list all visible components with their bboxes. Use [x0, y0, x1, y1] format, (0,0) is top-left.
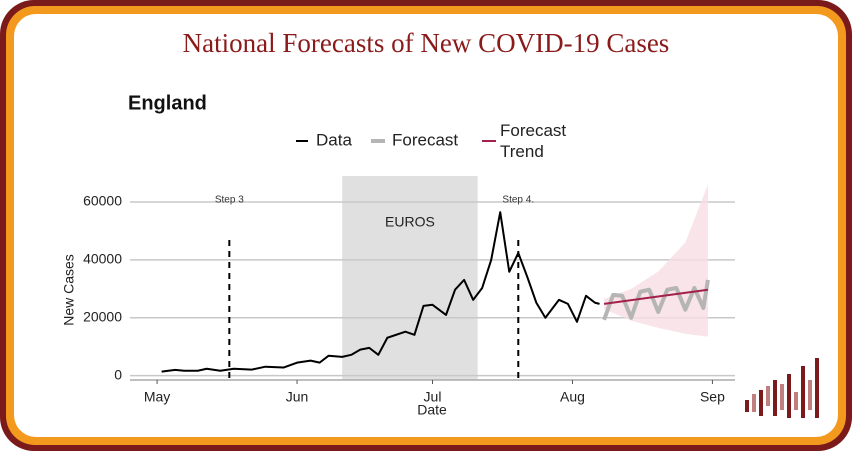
- legend-label: Forecast: [392, 130, 458, 149]
- y-tick-label: 0: [114, 366, 122, 382]
- x-tick-label: Jul: [424, 389, 442, 405]
- legend-label: Data: [316, 130, 352, 149]
- series-line: [602, 279, 710, 321]
- y-axis-label: New Cases: [61, 254, 77, 326]
- annotation-label: Step 3: [215, 195, 244, 206]
- y-tick-label: 40000: [83, 251, 122, 267]
- legend-label: Forecast Trend: [500, 121, 567, 161]
- y-tick-label: 20000: [83, 308, 122, 324]
- logo: [745, 358, 819, 418]
- chart-title: England: [128, 92, 207, 114]
- region-label: EUROS: [385, 214, 435, 230]
- x-tick-label: Jun: [286, 389, 309, 405]
- page-title: National Forecasts of New COVID-19 Cases: [183, 28, 670, 58]
- shaded-region: [342, 176, 478, 380]
- annotation-label: Step 4.: [502, 195, 534, 206]
- y-tick-label: 60000: [83, 193, 122, 209]
- x-tick-label: Aug: [560, 389, 585, 405]
- x-tick-label: Sep: [700, 389, 725, 405]
- x-axis-label: Date: [417, 402, 447, 418]
- series-line: [161, 211, 600, 373]
- x-tick-label: May: [144, 389, 170, 405]
- series-line: [603, 288, 709, 305]
